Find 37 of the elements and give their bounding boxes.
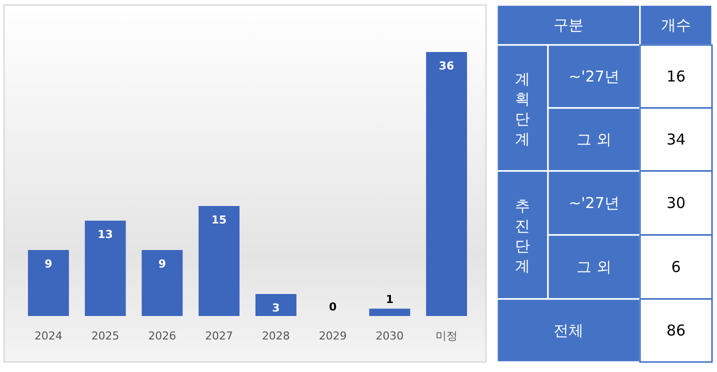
text: 86 [666, 322, 686, 340]
data-label: 36 [438, 60, 455, 72]
bar [28, 250, 69, 316]
bar [142, 250, 183, 316]
x-tick-label: 2025 [91, 330, 120, 342]
data-label: 9 [158, 258, 166, 270]
data-label: 0 [328, 300, 337, 314]
data-label: 1 [386, 293, 394, 306]
text: 그 외 [576, 258, 612, 276]
x-tick-label: 미정 [436, 330, 458, 342]
text: 30 [666, 194, 686, 212]
text: 6 [671, 258, 681, 276]
x-tick-label: 2028 [262, 330, 290, 342]
x-tick-label: 2026 [148, 330, 176, 342]
text: 계획단계 [515, 70, 530, 148]
bar [426, 52, 468, 316]
text: 16 [666, 68, 686, 86]
x-tick-label: 2027 [205, 330, 234, 342]
data-label: 3 [272, 302, 280, 314]
text: ~'27년 [568, 194, 620, 212]
bar [198, 206, 240, 316]
bar [84, 220, 126, 316]
text: 구분 [554, 16, 584, 34]
data-label: 13 [98, 228, 113, 242]
text: 34 [666, 130, 686, 148]
bar [369, 308, 410, 316]
text: 추진단계 [515, 197, 530, 275]
text: ~'27년 [568, 68, 620, 86]
x-tick-label: 2024 [34, 330, 62, 342]
data-label: 9 [44, 258, 52, 270]
bar [255, 294, 296, 316]
text: 개수 [661, 16, 691, 34]
x-tick-label: 2029 [318, 330, 347, 342]
text: 그 외 [576, 130, 612, 148]
text: 전체 [554, 322, 584, 340]
data-label: 15 [211, 214, 227, 226]
x-tick-label: 2030 [376, 330, 404, 342]
